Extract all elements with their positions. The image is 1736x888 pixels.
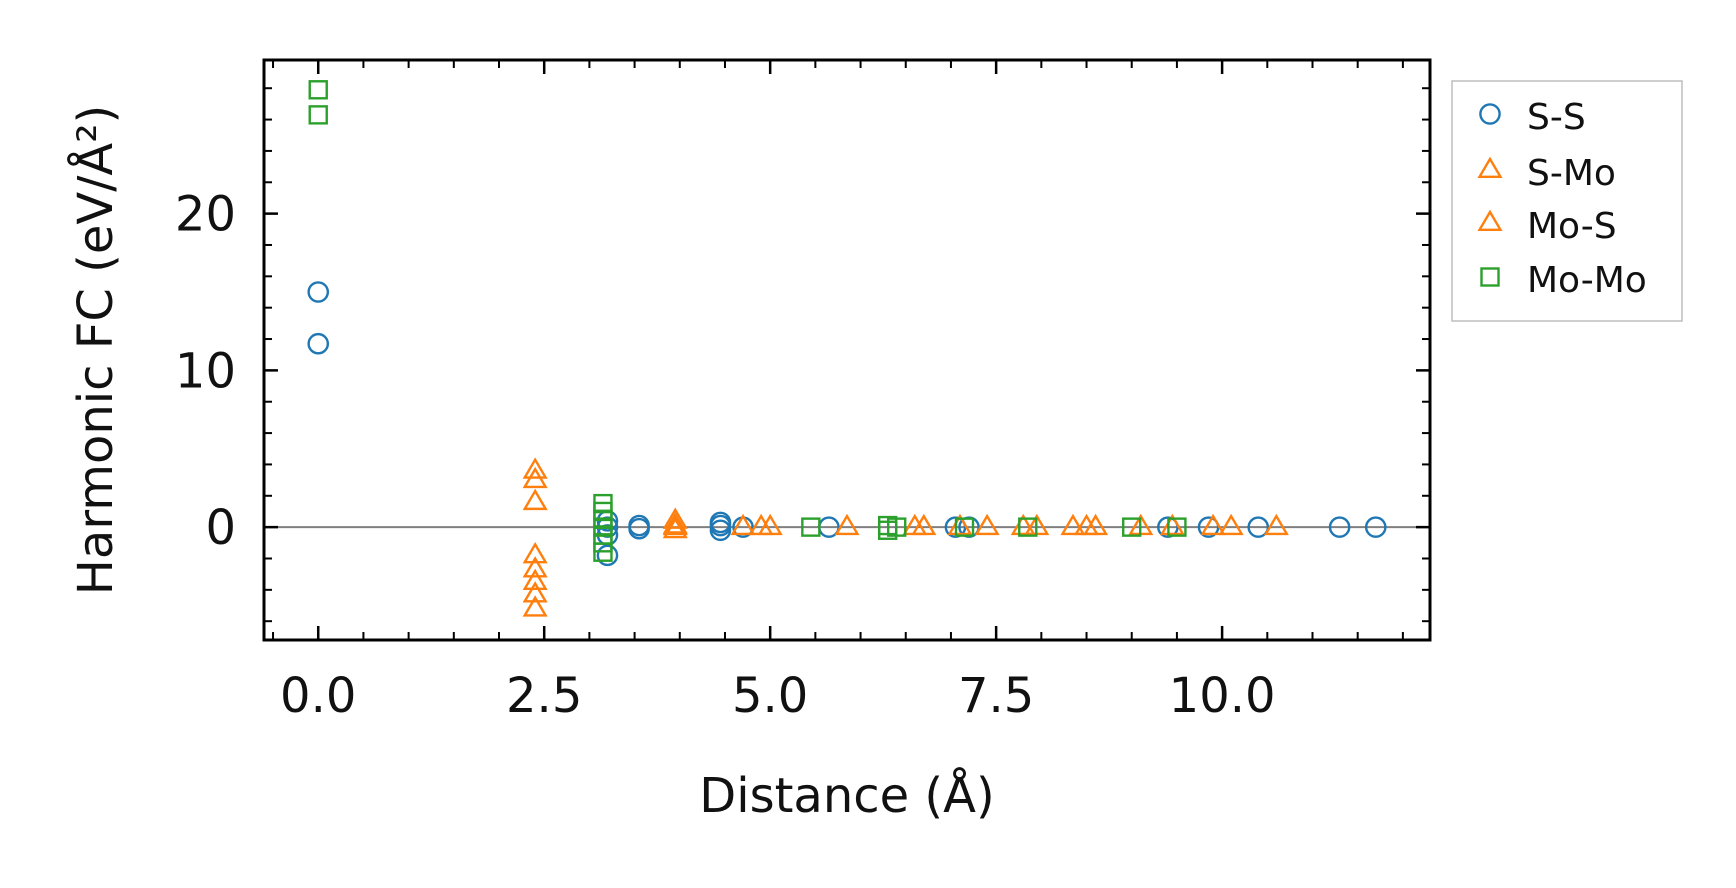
data-point-s-mo bbox=[522, 488, 548, 511]
x-tick-label: 0.0 bbox=[280, 668, 356, 724]
data-point-mo-mo bbox=[954, 517, 975, 537]
x-tick-label: 2.5 bbox=[506, 668, 582, 724]
data-point-mo-mo bbox=[1167, 517, 1187, 537]
data-point-s-s bbox=[307, 281, 330, 303]
data-point-mo-mo bbox=[308, 105, 328, 125]
data-point-s-mo bbox=[522, 568, 548, 591]
data-point-mo-mo bbox=[887, 517, 907, 537]
data-point-s-s bbox=[1364, 516, 1387, 538]
x-tick-label: 5.0 bbox=[732, 668, 808, 724]
legend-label-mo-mo: Mo-Mo bbox=[1527, 260, 1647, 301]
legend-marker-s-s bbox=[1479, 103, 1501, 125]
data-point-s-mo bbox=[974, 513, 1000, 536]
data-point-s-mo bbox=[522, 581, 548, 603]
data-point-s-mo bbox=[834, 513, 860, 536]
data-point-s-mo bbox=[522, 457, 548, 479]
data-point-s-s bbox=[1328, 516, 1351, 538]
y-tick-label: 20 bbox=[175, 187, 236, 243]
data-point-mo-mo bbox=[1122, 517, 1142, 537]
data-point-s-mo bbox=[1060, 513, 1086, 536]
x-tick-label: 10.0 bbox=[1169, 668, 1276, 724]
data-point-s-mo bbox=[662, 507, 688, 529]
data-point-s-mo bbox=[522, 556, 548, 578]
legend-frame bbox=[1451, 80, 1683, 322]
data-point-s-mo bbox=[522, 595, 548, 617]
data-point-s-mo bbox=[1263, 513, 1289, 536]
data-point-s-mo bbox=[522, 541, 548, 564]
data-point-s-s bbox=[709, 519, 732, 542]
data-point-s-mo bbox=[1218, 513, 1244, 536]
data-point-mo-s bbox=[1200, 513, 1226, 536]
legend-label-s-s: S-S bbox=[1527, 97, 1586, 138]
data-point-mo-s bbox=[1073, 513, 1100, 536]
data-point-mo-s bbox=[947, 513, 973, 536]
legend: S-S S-Mo Mo-S Mo-Mo bbox=[1451, 80, 1683, 322]
x-tick-label: 7.5 bbox=[958, 668, 1034, 724]
data-point-mo-mo bbox=[593, 542, 613, 562]
data-point-mo-s bbox=[1159, 513, 1185, 536]
data-point-mo-mo bbox=[801, 517, 821, 537]
y-tick-label: 0 bbox=[205, 500, 236, 556]
data-point-s-mo bbox=[662, 516, 688, 539]
data-point-s-s bbox=[307, 332, 330, 355]
legend-marker-mo-mo bbox=[1480, 267, 1500, 287]
data-point-mo-s bbox=[1010, 513, 1036, 536]
plot-frame bbox=[262, 58, 1432, 642]
data-point-mo-mo bbox=[1018, 517, 1038, 537]
y-axis-title: Harmonic FC (eV/Å²) bbox=[67, 105, 124, 595]
legend-marker-mo-s bbox=[1477, 209, 1503, 232]
y-tick-label: 10 bbox=[175, 343, 236, 399]
legend-label-s-mo: S-Mo bbox=[1527, 153, 1616, 194]
data-point-mo-s bbox=[902, 513, 928, 536]
data-point-mo-s bbox=[662, 512, 688, 534]
legend-marker-s-mo bbox=[1477, 156, 1503, 179]
data-point-s-s bbox=[1247, 516, 1270, 538]
legend-label-mo-s: Mo-S bbox=[1527, 206, 1617, 247]
data-point-mo-mo bbox=[308, 80, 328, 100]
x-axis-title: Distance (Å) bbox=[699, 767, 994, 824]
data-point-s-mo bbox=[730, 513, 756, 536]
data-point-s-s bbox=[628, 517, 650, 540]
data-point-s-s bbox=[596, 544, 619, 567]
data-point-s-mo bbox=[522, 466, 548, 489]
data-point-mo-s bbox=[748, 513, 774, 536]
